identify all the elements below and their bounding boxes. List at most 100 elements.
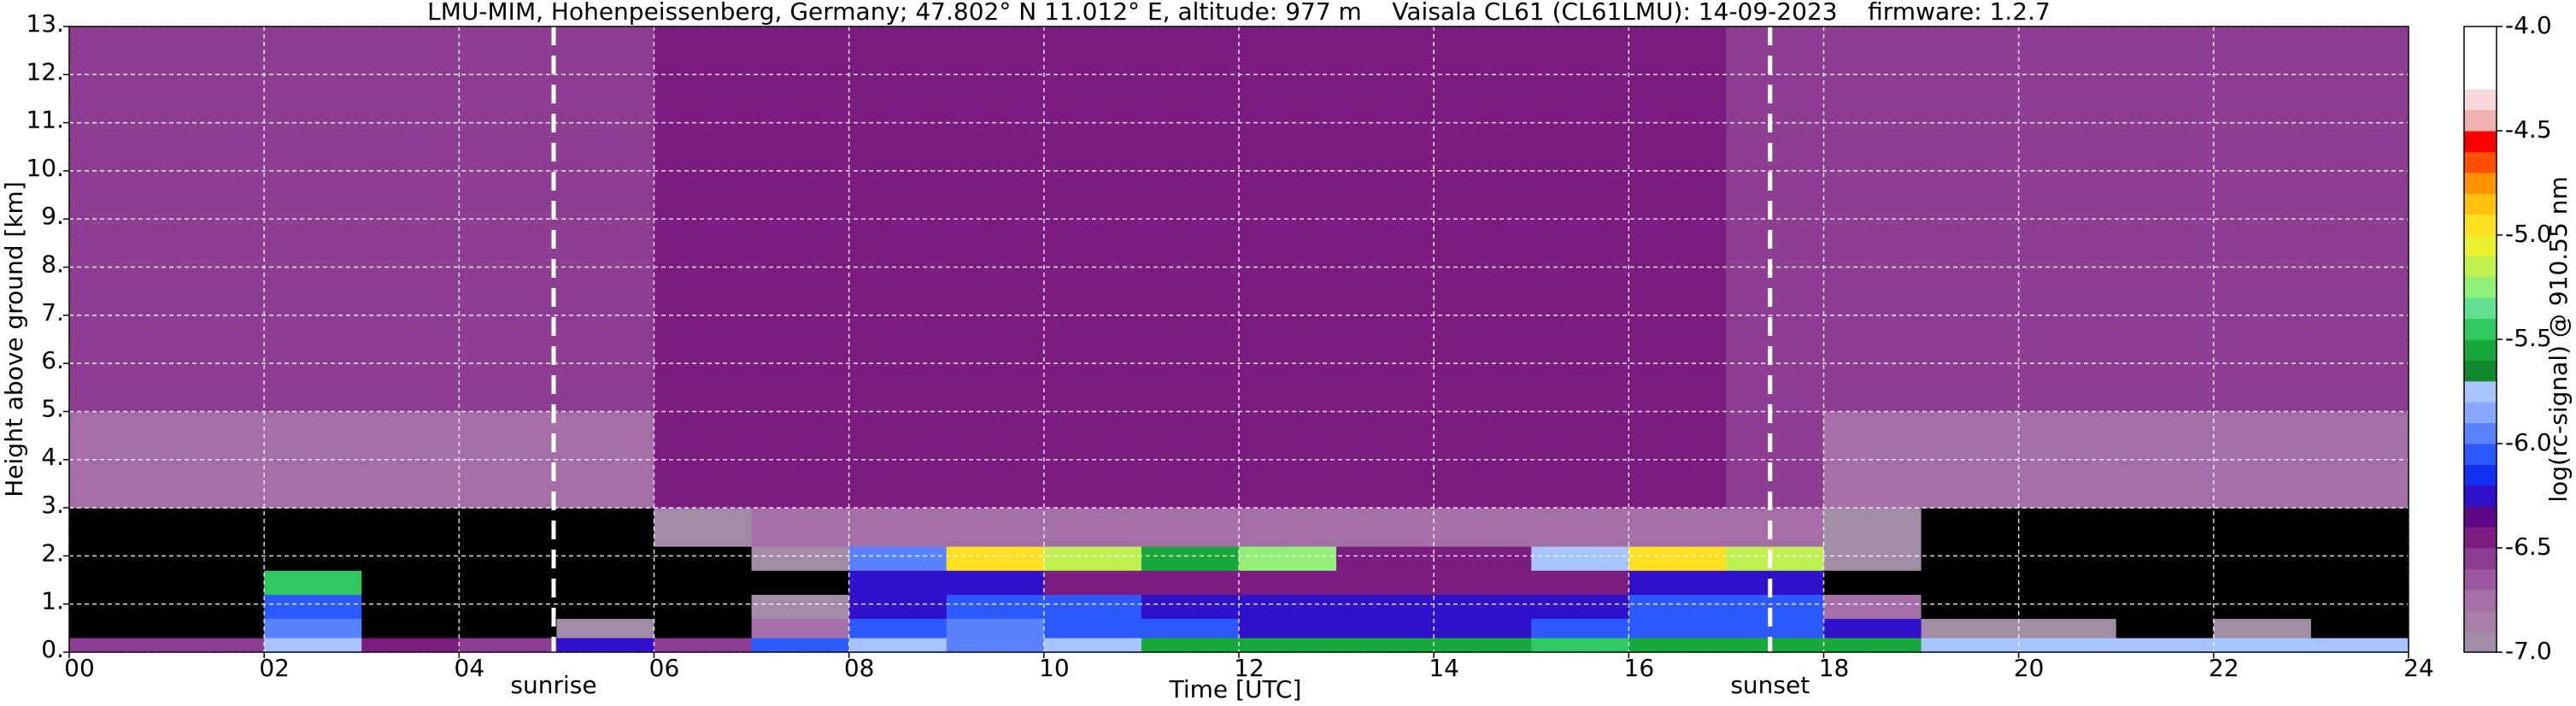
colorbar-segment — [2464, 360, 2497, 382]
heatmap-cell — [459, 594, 557, 620]
heatmap-cell — [167, 546, 265, 571]
heatmap-cell — [1239, 570, 1337, 595]
colorbar-segment — [2464, 214, 2497, 236]
colorbar-segment — [2464, 527, 2497, 549]
heatmap-cell — [167, 570, 265, 595]
heatmap-cell — [2115, 570, 2215, 595]
heatmap-cell — [1921, 546, 2020, 571]
x-tick-label: 16 — [1624, 654, 1655, 682]
heatmap-cell — [2213, 638, 2312, 653]
heatmap-cell — [556, 618, 654, 638]
heatmap-cell — [848, 546, 948, 571]
heatmap-cell — [1043, 546, 1142, 571]
heatmap-cell — [1043, 618, 1142, 638]
heatmap-cell — [361, 546, 460, 571]
heatmap-cell — [946, 546, 1045, 571]
heatmap-cell — [1823, 546, 1922, 571]
heatmap-cell — [556, 546, 654, 571]
heatmap-cell — [69, 594, 167, 620]
heatmap-cell — [848, 618, 948, 638]
heatmap-cell — [848, 508, 948, 547]
heatmap-cell — [264, 594, 362, 620]
heatmap-cell — [1434, 546, 1532, 571]
heatmap-cell — [1921, 570, 2020, 595]
heatmap-cell — [2018, 638, 2117, 653]
y-tick-label: 1. — [41, 587, 64, 615]
heatmap-cell — [1043, 508, 1142, 547]
heatmap-cell — [1239, 618, 1337, 638]
heatmap-cell — [654, 638, 753, 653]
heatmap-cell — [1141, 638, 1240, 653]
heatmap-cell — [1043, 638, 1142, 653]
heatmap-cell — [264, 570, 362, 595]
x-tick-label: 10 — [1039, 654, 1070, 682]
heatmap-cell — [1921, 594, 2020, 620]
heatmap-cell — [1336, 570, 1435, 595]
heatmap-cell — [654, 594, 753, 620]
heatmap-cell — [1531, 570, 1629, 595]
heatmap-cell — [1726, 594, 1824, 620]
heatmap-cell — [1336, 618, 1435, 638]
heatmap-cell — [2213, 594, 2312, 620]
heatmap-cell — [459, 618, 557, 638]
heatmap-cell — [69, 638, 167, 653]
heatmap-cell — [2018, 508, 2117, 547]
heatmap-cell — [1531, 508, 1629, 547]
heatmap-cell — [1823, 638, 1922, 653]
y-tick-label: 13. — [26, 9, 64, 38]
heatmap-cell — [459, 508, 557, 547]
colorbar-segment — [2464, 131, 2497, 152]
colorbar-tick-label: -5.0 — [2505, 220, 2552, 248]
heatmap-cell — [946, 508, 1045, 547]
heatmap-cell — [556, 594, 654, 620]
heatmap-cell — [654, 570, 753, 595]
heatmap-cell — [848, 594, 948, 620]
heatmap-cell — [1726, 570, 1824, 595]
heatmap-cell — [1141, 594, 1240, 620]
y-tick-label: 5. — [41, 394, 64, 422]
heatmap-cell — [1921, 618, 2020, 638]
colorbar-segment — [2464, 589, 2497, 611]
heatmap-cell — [1043, 570, 1142, 595]
heatmap-cell — [167, 508, 265, 547]
heatmap-cell — [264, 546, 362, 571]
y-axis-label: Height above ground [km] — [0, 181, 28, 497]
heatmap-cell — [1921, 638, 2020, 653]
colorbar-segment — [2464, 235, 2497, 256]
heatmap-cell — [751, 594, 850, 620]
heatmap-cell — [946, 570, 1045, 595]
colorbar-segment — [2464, 485, 2497, 507]
x-tick-label: 24 — [2403, 654, 2434, 682]
heatmap-cell — [1434, 638, 1532, 653]
heatmap-cell — [1239, 508, 1337, 547]
heatmap-cell — [1823, 508, 1922, 547]
heatmap-cell — [1336, 594, 1435, 620]
colorbar-segment — [2464, 610, 2497, 632]
colorbar-tick-label: -4.0 — [2505, 11, 2552, 39]
heatmap-cell — [2018, 618, 2117, 638]
heatmap-cell — [556, 570, 654, 595]
colorbar-tick-label: -7.0 — [2505, 637, 2552, 665]
heatmap-cell — [1726, 618, 1824, 638]
heatmap-cell — [69, 618, 167, 638]
heatmap-cell — [459, 546, 557, 571]
chart-title: LMU-MIM, Hohenpeissenberg, Germany; 47.8… — [427, 0, 2051, 26]
heatmap-cell — [264, 508, 362, 547]
heatmap-cell — [361, 594, 460, 620]
heatmap-cell — [751, 618, 850, 638]
x-tick-label: 00 — [64, 654, 95, 682]
heatmap-cell — [556, 508, 654, 547]
heatmap-cell — [1434, 618, 1532, 638]
heatmap-cell — [1336, 546, 1435, 571]
heatmap-cell — [2213, 570, 2312, 595]
heatmap-cell — [2115, 508, 2215, 547]
x-tick-label: 18 — [1819, 654, 1850, 682]
x-tick-label: 22 — [2209, 654, 2239, 682]
colorbar-segment — [2464, 297, 2497, 320]
heatmap-cell — [1239, 546, 1337, 571]
colorbar-tick-label: -6.0 — [2505, 428, 2552, 456]
heatmap-cell — [2018, 594, 2117, 620]
colorbar-segment — [2464, 506, 2497, 528]
y-tick-label: 7. — [41, 298, 64, 327]
